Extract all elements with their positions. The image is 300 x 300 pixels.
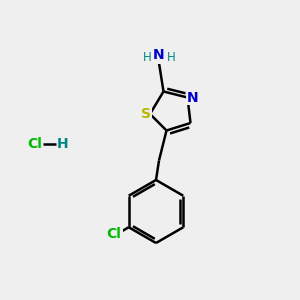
Text: Cl: Cl [106, 227, 122, 241]
Text: Cl: Cl [27, 137, 42, 151]
Text: H: H [167, 51, 176, 64]
Text: H: H [143, 51, 152, 64]
Text: S: S [141, 107, 151, 121]
Text: N: N [153, 49, 165, 62]
Text: N: N [187, 91, 198, 104]
Text: H: H [57, 137, 69, 151]
